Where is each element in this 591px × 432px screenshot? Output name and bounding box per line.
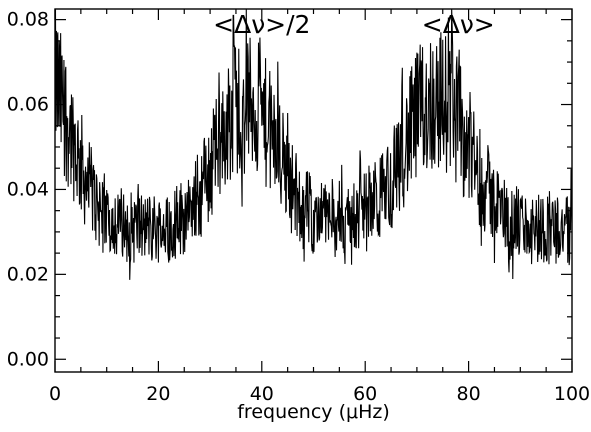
axes: [54, 8, 573, 373]
y-tick-label: 0.06: [7, 94, 49, 116]
y-tick-label: 0.00: [7, 348, 49, 370]
spectrum-line: [54, 8, 573, 280]
x-axis-title: frequency (μHz): [237, 401, 390, 423]
x-tick-label: 80: [457, 383, 481, 405]
annotation-label: <Δν>: [422, 10, 495, 39]
y-tick-label: 0.02: [7, 263, 49, 285]
x-tick-label: 40: [250, 383, 274, 405]
y-tick-label: 0.08: [7, 9, 49, 31]
y-tick-label: 0.04: [7, 178, 49, 200]
x-tick-label: 0: [49, 383, 61, 405]
x-tick-label: 100: [554, 383, 590, 405]
annotation-label: <Δν>/2: [213, 10, 310, 39]
x-tick-label: 60: [353, 383, 377, 405]
x-tick-label: 20: [146, 383, 170, 405]
labels: 0 20 40 60 80 100 0.00 0.02 0.04 0.06 0.08 frequenc…: [7, 9, 590, 423]
plot-area: [54, 8, 573, 280]
